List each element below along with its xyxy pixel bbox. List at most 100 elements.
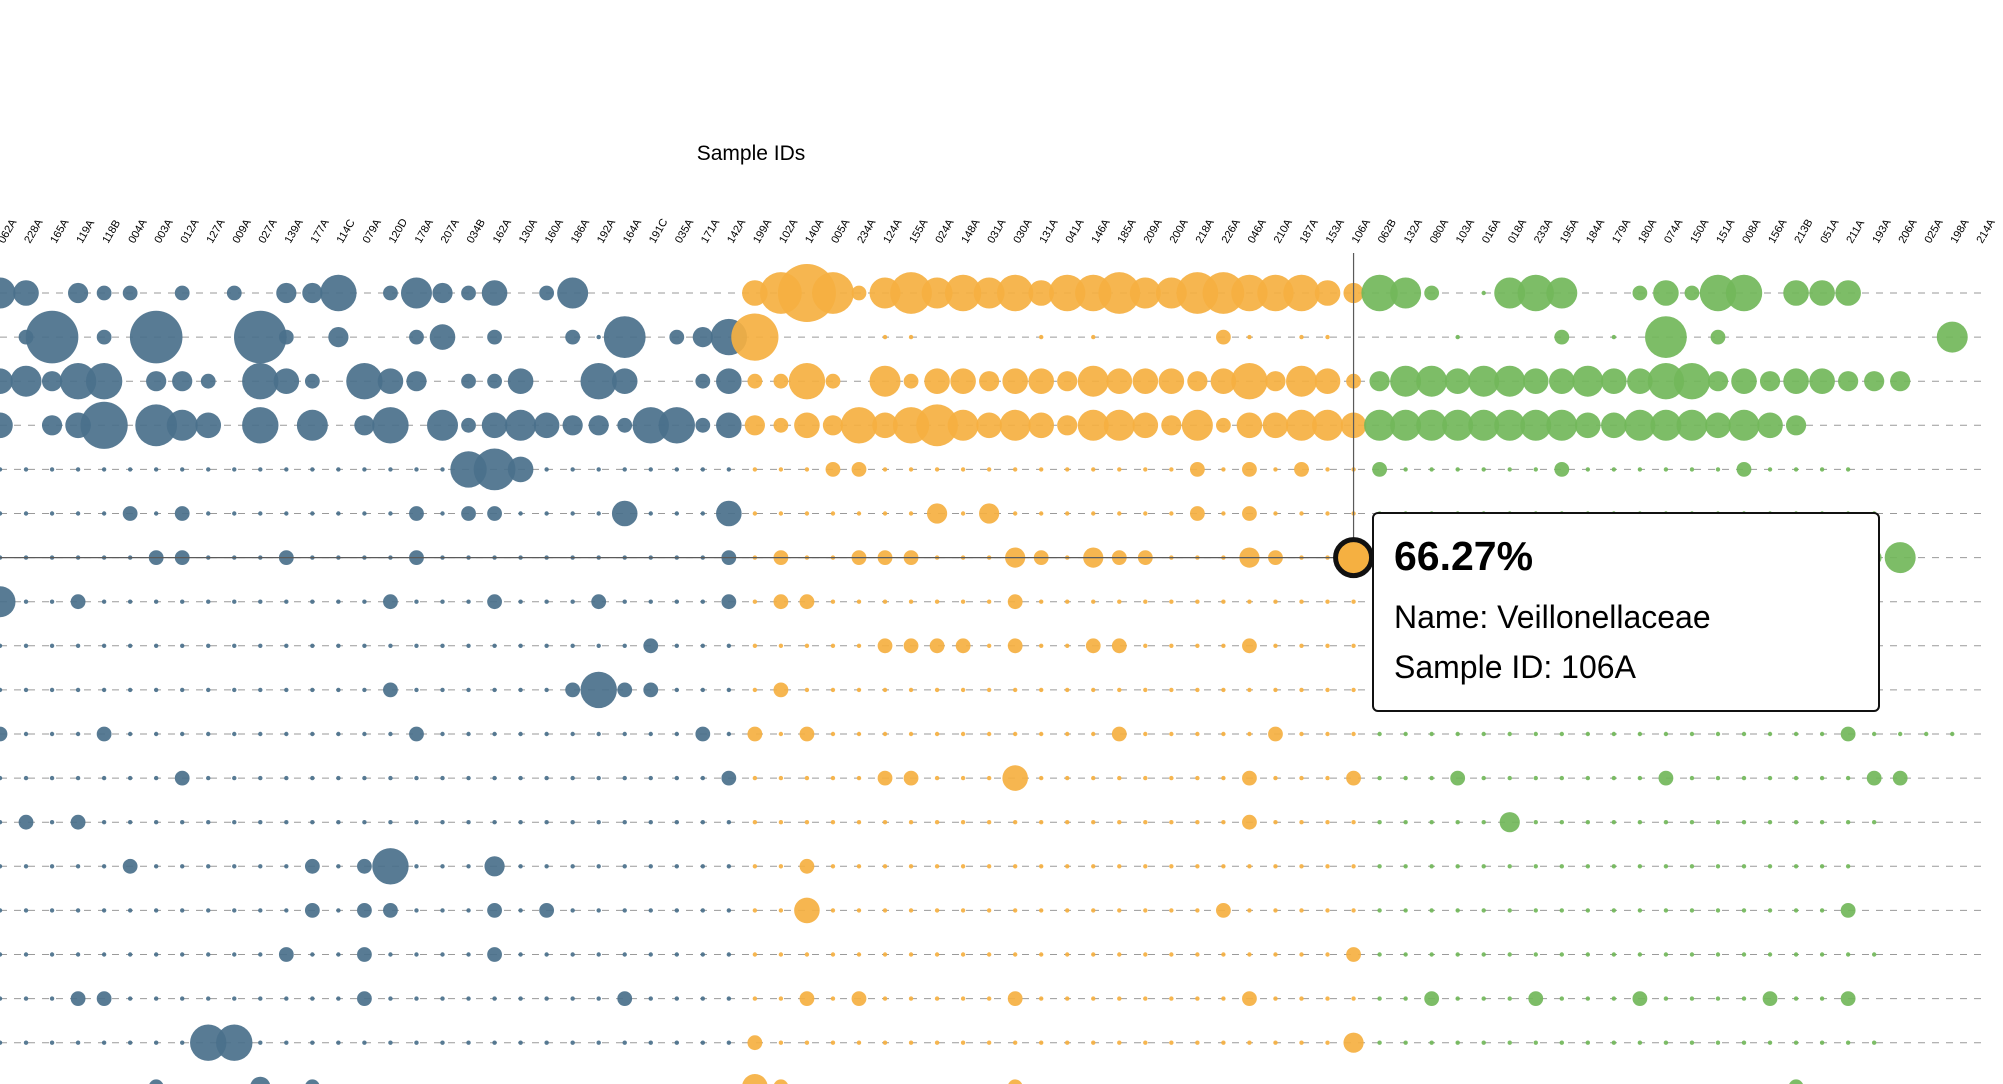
bubble[interactable] [153,731,159,737]
bubble[interactable] [273,368,300,395]
bubble[interactable] [1325,996,1330,1001]
bubble[interactable] [1585,908,1591,913]
bubble[interactable] [1455,864,1460,869]
bubble[interactable] [507,456,534,483]
bubble[interactable] [617,991,633,1006]
bubble[interactable] [1221,687,1226,693]
bubble[interactable] [1189,506,1205,521]
bubble[interactable] [10,365,42,397]
bubble[interactable] [1689,775,1695,781]
bubble[interactable] [1627,368,1653,395]
bubble[interactable] [731,313,779,361]
bubble[interactable] [1312,409,1344,441]
bubble[interactable] [153,952,159,957]
bubble[interactable] [153,996,159,1001]
bubble[interactable] [1039,908,1044,913]
bubble[interactable] [882,731,888,737]
bubble[interactable] [1533,775,1538,781]
bubble[interactable] [49,775,55,781]
bubble[interactable] [414,864,419,869]
bubble[interactable] [336,996,341,1001]
bubble[interactable] [195,412,222,439]
bubble[interactable] [1429,467,1434,472]
bubble[interactable] [23,996,29,1001]
bubble[interactable] [75,731,81,737]
bubble[interactable] [1819,775,1825,781]
bubble[interactable] [75,1040,81,1045]
bubble[interactable] [320,274,357,312]
bubble[interactable] [1143,775,1148,781]
bubble[interactable] [960,775,966,781]
bubble[interactable] [518,775,523,781]
bubble[interactable] [1528,991,1544,1006]
bubble[interactable] [276,282,297,304]
bubble[interactable] [388,467,393,472]
bubble[interactable] [206,996,211,1001]
bubble[interactable] [986,731,992,737]
bubble[interactable] [752,820,758,825]
bubble[interactable] [1039,643,1044,648]
bubble[interactable] [773,373,789,389]
bubble[interactable] [1221,599,1226,604]
bubble[interactable] [1195,687,1200,693]
bubble[interactable] [518,599,523,604]
bubble[interactable] [950,368,976,395]
bubble[interactable] [580,671,617,709]
bubble[interactable] [570,775,575,781]
bubble[interactable] [1299,643,1304,648]
bubble[interactable] [518,511,523,516]
bubble[interactable] [49,820,55,825]
bubble[interactable] [1559,775,1565,781]
bubble[interactable] [812,272,854,314]
bubble[interactable] [362,731,367,737]
bubble[interactable] [440,467,445,472]
bubble[interactable] [1767,820,1773,825]
bubble[interactable] [960,864,966,869]
bubble[interactable] [362,643,367,648]
bubble[interactable] [487,329,502,345]
bubble[interactable] [1169,599,1174,604]
bubble[interactable] [908,996,914,1001]
bubble[interactable] [539,285,555,301]
bubble[interactable] [466,687,471,693]
bubble[interactable] [388,731,393,737]
bubble[interactable] [23,643,29,648]
bubble[interactable] [440,864,445,869]
bubble[interactable] [788,363,826,400]
bubble[interactable] [903,638,919,654]
bubble[interactable] [773,594,789,610]
bubble[interactable] [1585,820,1591,825]
bubble[interactable] [622,467,627,472]
bubble[interactable] [258,952,263,957]
bubble[interactable] [388,511,393,516]
bubble[interactable] [23,599,29,604]
bubble[interactable] [1559,908,1565,913]
bubble[interactable] [1169,908,1174,913]
bubble[interactable] [1377,775,1382,781]
bubble[interactable] [409,726,424,742]
bubble[interactable] [518,908,523,913]
bubble[interactable] [1195,775,1200,781]
bubble[interactable] [1299,687,1304,693]
bubble[interactable] [1632,285,1648,301]
bubble[interactable] [726,1040,732,1045]
bubble[interactable] [882,908,888,913]
bubble[interactable] [153,820,159,825]
bubble[interactable] [700,864,706,869]
bubble[interactable] [0,1040,3,1045]
bubble[interactable] [310,775,315,781]
bubble[interactable] [1658,770,1674,786]
bubble[interactable] [49,864,55,869]
bubble[interactable] [1325,334,1330,340]
bubble[interactable] [127,643,133,648]
bubble[interactable] [466,775,471,781]
bubble[interactable] [1377,908,1382,913]
bubble[interactable] [310,820,315,825]
bubble[interactable] [1835,280,1861,306]
bubble[interactable] [1663,908,1669,913]
bubble[interactable] [414,467,419,472]
bubble[interactable] [383,682,398,698]
bubble[interactable] [336,820,341,825]
bubble[interactable] [1403,952,1408,957]
bubble[interactable] [1864,371,1885,392]
